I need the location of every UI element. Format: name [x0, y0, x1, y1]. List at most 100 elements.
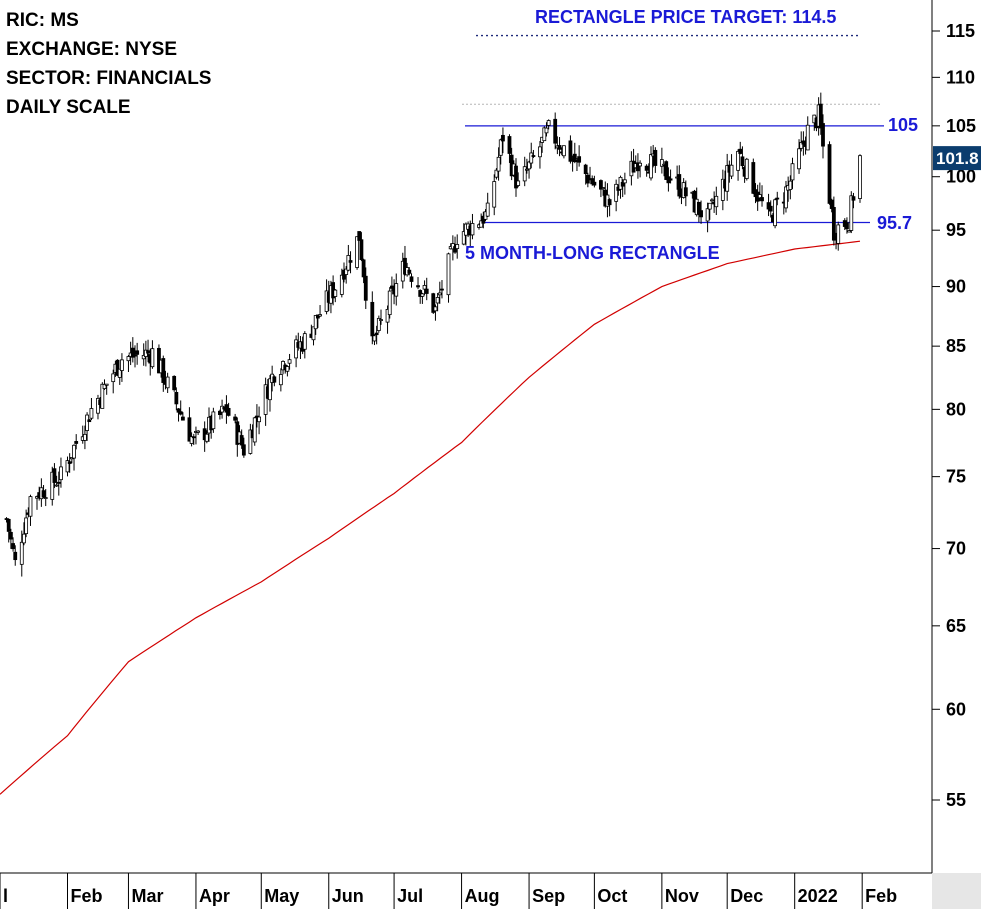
- y-tick-label: 100: [946, 167, 976, 187]
- candle-body: [420, 293, 425, 297]
- candle-body: [699, 210, 703, 218]
- y-tick-label: 55: [946, 790, 966, 810]
- candle-body: [387, 290, 392, 316]
- y-tick-label: 95: [946, 220, 966, 240]
- candle-body: [56, 481, 61, 484]
- pattern-label: 5 MONTH-LONG RECTANGLE: [465, 243, 720, 263]
- candle: [470, 213, 475, 240]
- candle: [542, 126, 547, 142]
- candle: [83, 425, 87, 450]
- candle: [379, 309, 383, 325]
- candle: [446, 252, 451, 303]
- candle-body: [59, 466, 63, 481]
- candle-body: [805, 124, 810, 151]
- candle-body: [653, 149, 658, 166]
- candle-body: [851, 196, 856, 201]
- candle: [41, 485, 46, 499]
- candle-body: [494, 169, 499, 178]
- candle: [494, 168, 499, 180]
- candle-body: [514, 165, 518, 189]
- y-tick-label: 60: [946, 699, 966, 719]
- candle: [339, 268, 344, 298]
- last-price-value: 101.8: [936, 149, 979, 168]
- candle-body: [239, 435, 244, 446]
- candle-body: [492, 181, 497, 208]
- candle: [790, 157, 795, 189]
- candle: [818, 92, 823, 135]
- candle: [768, 200, 773, 218]
- candle: [736, 149, 740, 181]
- candle-body: [788, 180, 793, 190]
- candle: [529, 142, 534, 169]
- candle: [845, 217, 849, 234]
- candle-body: [422, 285, 427, 290]
- candle: [11, 537, 15, 552]
- candle: [498, 138, 503, 165]
- candle: [85, 412, 89, 441]
- candle-body: [248, 429, 253, 454]
- candle-body: [43, 497, 48, 499]
- candle: [191, 433, 196, 446]
- candle: [805, 116, 810, 151]
- candle: [618, 175, 623, 199]
- candle: [313, 315, 318, 335]
- candle-body: [41, 490, 46, 498]
- candle-body: [437, 292, 442, 296]
- candle-body: [233, 416, 238, 421]
- candle: [74, 434, 79, 450]
- candle: [211, 407, 216, 433]
- candle-body: [359, 239, 364, 260]
- candle-body: [498, 139, 503, 156]
- candle-body: [757, 194, 762, 199]
- candle-body: [799, 142, 804, 149]
- candle: [165, 372, 170, 394]
- candle: [420, 292, 425, 304]
- candle-body: [376, 318, 381, 331]
- candle: [799, 131, 804, 152]
- x-tick-label: Feb: [865, 886, 897, 906]
- x-tick-label: Dec: [730, 886, 763, 906]
- candle-body: [50, 471, 55, 500]
- candle: [161, 355, 166, 392]
- candle-body: [407, 269, 412, 274]
- candle-body: [821, 123, 825, 147]
- candle: [561, 145, 566, 159]
- candle: [255, 404, 259, 428]
- x-tick-label: 2022: [798, 886, 838, 906]
- candle: [677, 165, 682, 199]
- candle-body: [394, 283, 399, 297]
- candlesticks: [4, 92, 862, 577]
- candle: [146, 339, 150, 363]
- candle: [263, 377, 268, 426]
- candle-body: [355, 236, 359, 268]
- candle: [294, 335, 299, 368]
- candle-body: [22, 533, 26, 544]
- candle: [601, 187, 605, 196]
- candle-body: [622, 179, 627, 184]
- moving-average-line: [0, 240, 861, 795]
- candle-body: [361, 259, 366, 278]
- candle: [590, 175, 595, 186]
- last-price-marker: 101.8: [933, 146, 981, 171]
- candle: [28, 494, 33, 526]
- candle: [557, 137, 562, 157]
- candle-body: [311, 326, 316, 341]
- target-label: RECTANGLE PRICE TARGET: 114.5: [535, 7, 836, 27]
- candle-body: [65, 460, 70, 473]
- candle: [858, 154, 862, 203]
- ric-label: RIC: MS: [6, 10, 79, 31]
- candle-body: [479, 220, 484, 228]
- candle: [194, 426, 198, 445]
- candle-body: [849, 195, 854, 231]
- candle: [176, 408, 181, 422]
- candle: [403, 245, 407, 276]
- candle: [278, 368, 283, 392]
- x-axis-ticks: l Feb Mar Apr May Jun Jul Aug Sep Oct Nov Dec 2022 Fe…: [0, 873, 897, 909]
- candle: [740, 146, 745, 170]
- y-tick-label: 115: [946, 21, 975, 41]
- candle: [496, 147, 501, 181]
- candle-body: [592, 181, 597, 186]
- candle-body: [126, 356, 131, 362]
- candle-body: [431, 293, 436, 313]
- candle-body: [285, 366, 290, 372]
